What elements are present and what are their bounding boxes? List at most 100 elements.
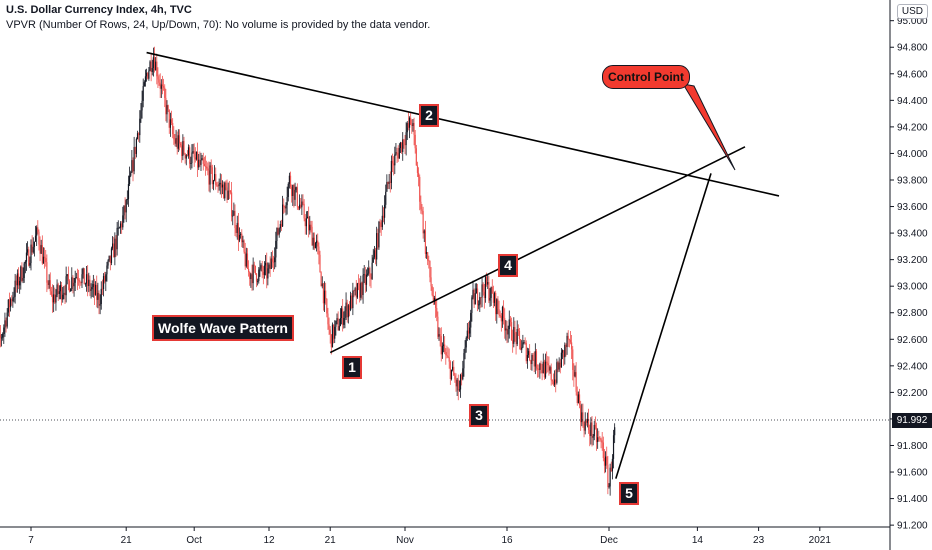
candle-body [299,204,301,209]
candle-body [593,424,595,437]
x-tick-label: 23 [753,535,765,546]
candle-body [480,297,482,298]
candle-body [175,138,177,144]
candle-body [524,342,526,343]
candle-body [143,82,145,87]
wolfe-trendline[interactable] [146,51,780,197]
wolfe-lines-layer [146,51,780,479]
candle-body [569,339,572,343]
wolfe-trendline[interactable] [615,173,712,479]
candle-body [344,310,346,318]
candle-body [313,237,315,249]
candle-body [356,283,358,298]
candle-body [190,163,192,164]
candle-body [535,351,538,369]
candle-body [521,347,523,350]
candle-body [277,227,279,235]
candle-body [352,290,354,309]
candle-body [380,222,382,228]
candle-body [255,273,258,282]
candle-body [496,299,498,315]
y-tick-label: 93.400 [897,229,928,240]
candle-body [346,302,348,318]
candle-body [472,289,474,298]
candle-body [590,422,592,436]
candle-body [612,435,615,459]
candle-body [563,350,565,358]
candle-body [412,123,414,126]
candle-body [372,257,374,263]
candle-body [210,165,212,168]
candle-body [556,362,558,383]
candle-body [32,246,34,253]
time-axis[interactable]: 7 21 Oct 12 21 Nov 16 Dec 14 23 2021 [28,527,831,546]
candle-body [308,216,310,231]
candle-body [492,293,494,303]
candle-body [272,261,275,263]
candle-body [227,190,229,200]
candle-body [284,207,286,209]
candle-body [432,295,434,302]
candle-body [93,283,96,295]
candle-body [581,412,583,423]
candle-body [30,244,32,264]
candle-body [301,201,303,208]
candle-body [292,184,294,196]
wolfe-trendline[interactable] [329,146,746,354]
candle-body [19,280,21,286]
candle-body [271,258,273,262]
candle-body [125,200,127,213]
candle-body [150,61,152,72]
candle-body [174,139,176,144]
candle-body [31,244,33,253]
candle-body [419,176,421,202]
candle-body [53,294,55,303]
currency-button[interactable]: USD [896,4,928,19]
candle-body [59,285,62,292]
candle-body [229,190,232,193]
candle-body [134,147,136,154]
candle-body [320,272,322,287]
x-tick-label: 14 [692,535,704,546]
candle-body [241,233,243,243]
candle-body [565,344,567,348]
candle-body [169,119,171,128]
candle-body [282,204,284,227]
wave-point-5: 5 [619,482,639,505]
candle-body [192,151,194,153]
candle-body [156,61,158,77]
candle-body [268,264,270,269]
candle-body [141,100,143,111]
candle-body [232,215,234,217]
candle-body [368,268,370,274]
candle-body [314,242,317,249]
candle-body [41,245,43,264]
candle-body [209,165,211,185]
candle-body [4,320,6,328]
candle-body [318,246,320,255]
candle-body [253,264,255,266]
candle-body [105,274,107,282]
candle-body [82,268,84,275]
candle-body [306,216,309,219]
candle-body [592,436,594,438]
candle-body [177,135,179,149]
candle-body [499,314,501,317]
candle-body [335,320,337,327]
y-tick-label: 94.400 [897,96,928,107]
candle-body [525,342,527,362]
candle-body [438,334,440,337]
candle-body [176,138,178,149]
candle-body [246,253,249,269]
candle-body [601,440,603,443]
candle-body [193,151,195,158]
candle-body [25,252,28,262]
candle-body [597,437,599,442]
candle-body [374,250,377,260]
candle-body [608,486,610,488]
candle-body [500,316,502,322]
candle-body [185,154,187,159]
candle-body [510,322,513,341]
